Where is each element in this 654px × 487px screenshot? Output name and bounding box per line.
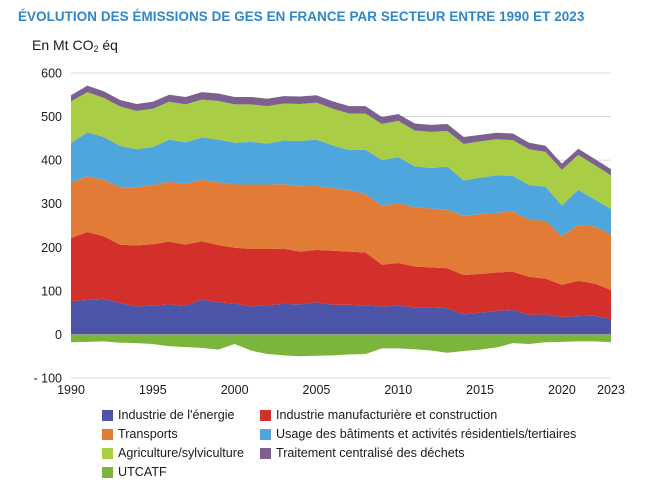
legend-label: Usage des bâtiments et activités résiden… [276,427,577,441]
unit-prefix: En Mt CO [32,37,94,53]
legend-label: Industrie de l'énergie [118,408,235,422]
y-tick-label: 0 [55,328,62,342]
y-tick-label: 500 [41,110,62,124]
area-series [71,85,611,357]
chart-title: ÉVOLUTION DES ÉMISSIONS DE GES EN FRANCE… [18,9,585,24]
legend-swatch [260,409,271,421]
stacked-area-chart: - 100 0 100 200 300 400 500 600 1990 1995 2000 200… [34,67,625,398]
x-tick-label: 2000 [221,383,249,397]
x-tick-label: 1990 [57,383,85,397]
legend-label: Traitement centralisé des déchets [276,446,465,460]
area-industrie-de-l-energie [71,298,611,335]
unit-subscript: 2 [93,44,99,54]
legend-swatch [102,428,113,440]
legend-swatch [102,409,113,421]
legend-label: Transports [118,427,178,441]
y-tick-label: 600 [41,67,62,81]
legend-label: Agriculture/sylviculture [118,446,244,460]
area-industrie-manufacturiere-et-construction [71,232,611,320]
legend-swatch [260,428,271,440]
x-axis-tick-labels: 1990 1995 2000 2005 2010 2015 2020 2023 [57,383,625,397]
y-axis-unit: En Mt CO2 éq [32,37,118,54]
legend-swatch [260,447,271,459]
legend-swatch [102,466,113,478]
legend-item-dechets: Traitement centralisé des déchets [260,444,465,462]
x-tick-label: 2015 [466,383,494,397]
x-tick-label: 2023 [597,383,625,397]
legend-item-industrie: Industrie manufacturière et construction [260,406,497,424]
unit-suffix: éq [98,37,118,53]
legend-swatch [102,447,113,459]
y-axis-tick-labels: - 100 0 100 200 300 400 500 600 [34,67,63,386]
y-tick-label: 100 [41,284,62,298]
area-agriculture-sylviculture [71,92,611,209]
legend-item-batiments: Usage des bâtiments et activités résiden… [260,425,576,443]
x-tick-label: 2020 [548,383,576,397]
x-tick-label: 2010 [384,383,412,397]
legend-item-transports: Transports [102,425,178,443]
y-tick-label: 200 [41,241,62,255]
legend-item-energie: Industrie de l'énergie [102,406,235,424]
x-tick-label: 2005 [303,383,331,397]
area-utcatf [71,334,611,357]
y-tick-label: - 100 [34,372,63,386]
legend-item-utcatf: UTCATF [102,463,167,481]
y-tick-label: 400 [41,154,62,168]
x-tick-label: 1995 [139,383,167,397]
area-usage-des-batiments-et-activites-residentiels-tertiaires [71,132,611,236]
legend-item-agriculture: Agriculture/sylviculture [102,444,244,462]
legend-label: Industrie manufacturière et construction [276,408,498,422]
legend-label: UTCATF [118,465,167,479]
y-tick-label: 300 [41,197,62,211]
area-transports [71,176,611,290]
